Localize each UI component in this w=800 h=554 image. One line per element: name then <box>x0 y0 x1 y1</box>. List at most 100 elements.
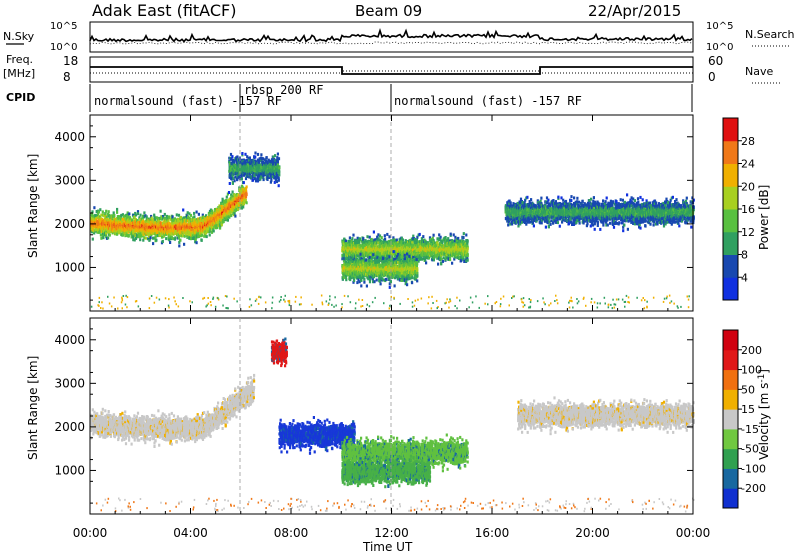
data-cell <box>116 211 118 214</box>
data-cell <box>257 153 259 156</box>
data-cell <box>213 230 215 233</box>
data-cell <box>172 215 174 218</box>
data-cell <box>270 179 272 182</box>
data-cell <box>228 191 230 194</box>
data-cell <box>351 237 353 240</box>
cpid-seg-2: rbsp 200 RF <box>244 83 323 97</box>
freq-tick-low: 8 <box>63 70 71 84</box>
data-cell <box>278 184 280 187</box>
data-cell <box>278 166 280 169</box>
nave-tick-low: 0 <box>708 70 716 84</box>
data-cell <box>108 210 110 213</box>
data-cell <box>277 160 279 163</box>
data-cell <box>241 178 243 181</box>
data-cell <box>227 219 229 222</box>
data-cell <box>105 213 107 216</box>
data-cell <box>105 210 107 213</box>
data-cell <box>277 153 279 156</box>
data-cell <box>352 234 354 237</box>
data-cell <box>190 214 192 217</box>
data-cell <box>179 239 181 242</box>
data-cell <box>366 235 368 238</box>
data-cell <box>183 243 185 246</box>
site-title: Adak East (fitACF) <box>92 1 236 20</box>
data-cell <box>100 237 102 240</box>
data-cell <box>243 181 245 184</box>
data-cell <box>254 152 256 155</box>
freq-unit-label: [MHz] <box>3 67 35 80</box>
data-cell <box>151 217 153 220</box>
data-cell <box>234 215 236 218</box>
data-cell <box>128 234 130 237</box>
freq-tick-high: 18 <box>63 54 78 68</box>
data-cell <box>165 237 167 240</box>
data-cell <box>168 238 170 241</box>
data-cell <box>196 211 198 214</box>
data-cell <box>196 241 198 244</box>
radar-summary-plot: Adak East (fitACF) Beam 09 22/Apr/2015 N… <box>0 0 800 554</box>
data-cell <box>246 155 248 158</box>
data-cell <box>274 154 276 157</box>
data-cell <box>113 211 115 214</box>
data-cell <box>201 239 203 242</box>
data-cell <box>226 196 228 199</box>
data-cell <box>178 244 180 247</box>
data-cell <box>139 238 141 241</box>
data-cell <box>150 236 152 239</box>
data-cell <box>229 182 231 185</box>
data-cell <box>143 211 145 214</box>
data-cell <box>107 236 109 239</box>
nsky-line <box>90 31 692 42</box>
data-cell <box>278 157 280 160</box>
nsky-tick-low: 10^0 <box>50 42 77 53</box>
data-cell <box>198 213 200 216</box>
data-cell <box>128 212 130 215</box>
cpid-seg-3: normalsound (fast) -157 RF <box>394 94 582 108</box>
data-cell <box>169 241 171 244</box>
data-cell <box>193 215 195 218</box>
data-cell <box>278 170 280 173</box>
data-cell <box>132 235 134 238</box>
data-cell <box>99 208 101 211</box>
data-cell <box>260 153 262 156</box>
cpid-label: CPID <box>6 91 35 104</box>
data-cell <box>274 181 276 184</box>
data-cell <box>201 234 203 237</box>
data-cell <box>278 173 280 176</box>
data-cell <box>100 214 102 217</box>
data-cell <box>349 236 351 239</box>
nsearch-label: N.Search <box>745 28 795 41</box>
freq-label: Freq. <box>6 53 33 66</box>
data-cell <box>180 216 182 219</box>
data-cell <box>230 214 232 217</box>
data-cell <box>113 214 115 217</box>
beam-title: Beam 09 <box>355 2 422 20</box>
data-cell <box>266 156 268 159</box>
data-cell <box>242 206 244 209</box>
data-cell <box>246 193 248 196</box>
data-cell <box>135 214 137 217</box>
nave-line <box>90 71 693 73</box>
data-cell <box>193 212 195 215</box>
data-cell <box>137 212 139 215</box>
data-cell <box>246 201 248 204</box>
data-cell <box>95 214 97 217</box>
power-heatmap-data <box>90 152 695 310</box>
data-cell <box>176 213 178 216</box>
data-cell <box>174 236 176 239</box>
nsearch-tick-low: 10^0 <box>706 42 733 53</box>
data-cell <box>231 155 233 158</box>
data-cell <box>369 236 371 239</box>
data-cell <box>109 234 111 237</box>
data-cell <box>362 237 364 240</box>
data-cell <box>93 206 95 209</box>
data-cell <box>182 209 184 212</box>
data-cell <box>358 241 360 244</box>
data-cell <box>278 177 280 180</box>
data-cell <box>254 156 256 159</box>
data-cell <box>252 179 254 182</box>
nsky-tick-high: 10^5 <box>50 21 77 32</box>
data-cell <box>160 210 162 213</box>
freq-panel <box>90 57 693 82</box>
data-cell <box>155 239 157 242</box>
